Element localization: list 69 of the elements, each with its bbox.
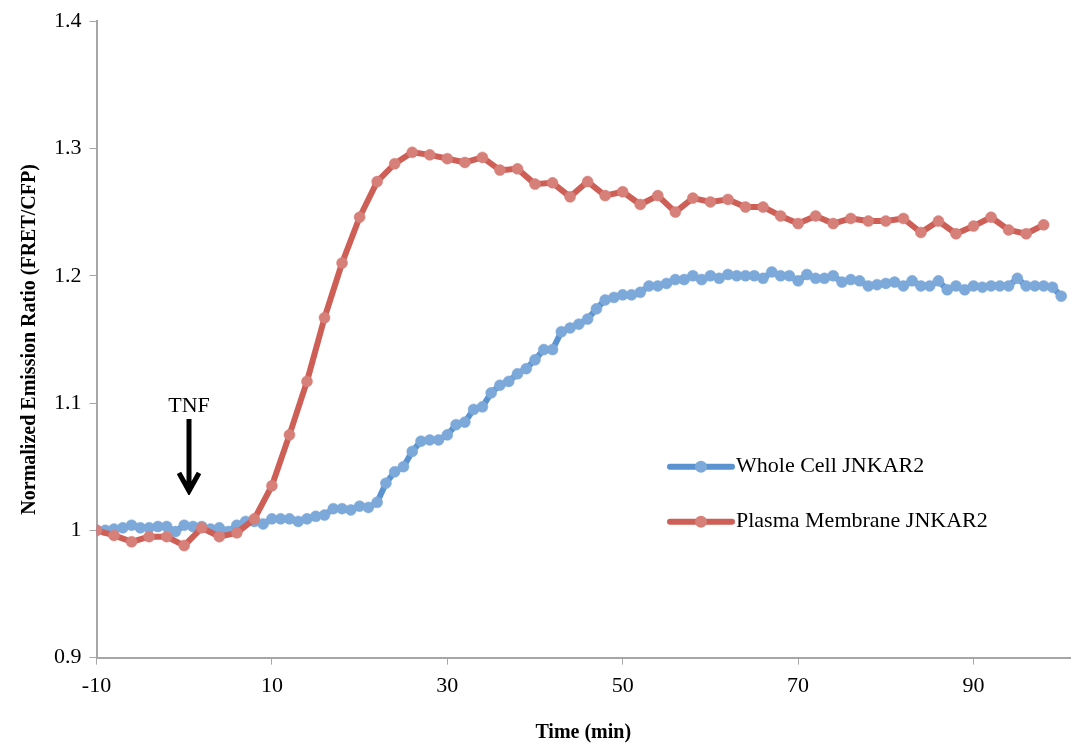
point — [441, 152, 454, 165]
point — [406, 146, 418, 159]
y-tick-label: 1.3 — [54, 134, 82, 160]
legend-label: Whole Cell JNKAR2 — [736, 452, 925, 478]
y-axis-title: Normalized Emission Ratio (FRET/CFP) — [17, 164, 41, 515]
point — [1037, 219, 1050, 231]
point — [827, 217, 839, 230]
x-tick-label: 90 — [962, 671, 985, 697]
point — [1020, 228, 1032, 240]
point — [301, 375, 313, 388]
point — [844, 212, 857, 225]
point — [564, 191, 576, 203]
point — [529, 178, 541, 190]
point — [599, 189, 611, 202]
point — [634, 198, 647, 211]
point — [371, 175, 383, 188]
point — [160, 530, 173, 543]
x-axis-title: Time (min) — [535, 720, 632, 744]
point — [687, 192, 699, 204]
x-tick-label: 70 — [787, 671, 810, 697]
y-tick-label: 1.4 — [54, 6, 82, 32]
point — [915, 226, 927, 239]
y-tick-label: 1 — [70, 516, 82, 542]
point — [950, 228, 962, 240]
y-tick-label: 1.2 — [54, 261, 82, 287]
point — [459, 156, 471, 169]
point — [757, 201, 769, 213]
point — [476, 151, 489, 164]
x-tick-label: 30 — [436, 671, 459, 697]
point — [178, 539, 190, 552]
point — [985, 211, 997, 223]
point — [862, 215, 875, 227]
point — [774, 210, 787, 222]
legend-label: Plasma Membrane JNKAR2 — [736, 507, 988, 533]
point — [809, 210, 822, 222]
point — [511, 163, 524, 175]
point — [143, 530, 155, 543]
x-tick-label: 10 — [260, 671, 283, 697]
point — [266, 480, 278, 492]
annotation: TNF — [167, 392, 211, 418]
point — [283, 429, 296, 441]
y-tick-label: 1.1 — [54, 388, 82, 414]
point — [932, 215, 945, 227]
point — [669, 206, 682, 218]
point — [231, 527, 243, 539]
point — [336, 257, 348, 269]
point — [616, 186, 629, 198]
y-tick-label: 0.9 — [54, 643, 82, 669]
point — [880, 215, 892, 227]
point — [652, 189, 664, 202]
point — [546, 177, 559, 189]
point — [213, 530, 226, 543]
point — [125, 536, 138, 548]
point — [1002, 224, 1015, 236]
point — [353, 211, 366, 223]
x-tick-label: -10 — [81, 671, 112, 697]
point — [792, 217, 804, 230]
point — [722, 193, 734, 206]
point — [967, 220, 980, 232]
point — [424, 149, 436, 161]
point — [739, 201, 752, 213]
point — [494, 164, 506, 176]
point — [704, 196, 717, 208]
point — [318, 312, 331, 324]
point — [897, 212, 910, 225]
point — [388, 158, 401, 170]
point — [108, 529, 120, 542]
point — [581, 175, 594, 188]
x-tick-label: 50 — [611, 671, 634, 697]
